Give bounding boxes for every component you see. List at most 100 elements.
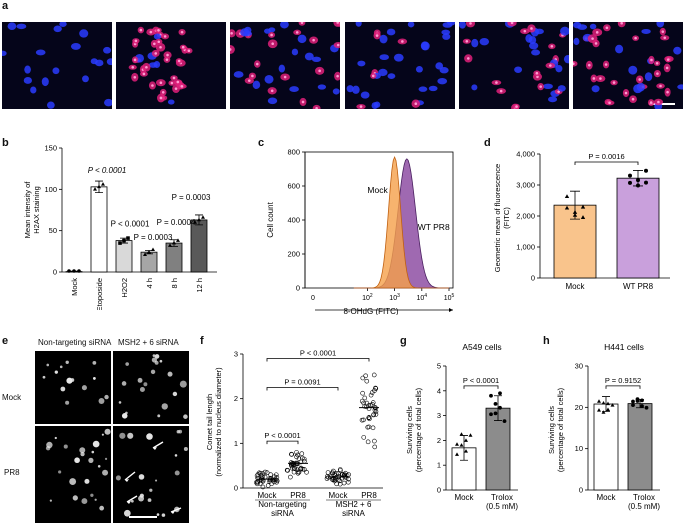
comet-col2-label: MSH2 + 6 siRNA	[118, 338, 179, 347]
p-bracket	[266, 440, 299, 445]
foci	[465, 39, 469, 43]
series-mock	[353, 156, 449, 289]
comet-nucleus	[58, 470, 62, 474]
nucleus	[24, 65, 31, 74]
nucleus	[7, 22, 17, 30]
comet-nucleus	[92, 360, 97, 365]
foci	[295, 31, 299, 34]
comet-image-nt-mock	[35, 351, 111, 424]
panel-letter-g: g	[400, 335, 407, 347]
data-point	[640, 398, 644, 403]
foci	[270, 89, 274, 93]
nucleus	[673, 46, 682, 55]
p-value: P = 0.9152	[605, 376, 641, 385]
foci	[283, 75, 287, 79]
p-value: P < 0.0001	[300, 348, 336, 357]
y-tick-label: 1	[437, 461, 441, 470]
comet-nucleus	[137, 377, 143, 383]
data-point	[364, 378, 370, 384]
nucleus	[23, 76, 32, 84]
data-point	[459, 432, 464, 436]
data-point	[289, 452, 295, 457]
foci	[539, 85, 542, 88]
nucleus	[677, 84, 683, 90]
y-axis-label: Geometric mean of fluorescence	[493, 164, 502, 272]
data-point	[580, 215, 586, 219]
comet-nucleus	[49, 499, 52, 502]
data-point	[341, 480, 347, 486]
y-tick-label: 150	[44, 144, 57, 153]
bar	[140, 251, 158, 273]
data-point	[97, 184, 101, 189]
y-tick-label: 4,000	[516, 150, 535, 159]
comet-nucleus	[98, 398, 105, 404]
y-axis-label: Comet tail length	[205, 394, 214, 450]
data-point	[498, 405, 502, 410]
chart-d: 0 1,000 2,000 3,000 4,000 Geometric mean of f…	[493, 150, 670, 291]
x-tick-label: PR8	[290, 491, 306, 500]
data-point	[367, 416, 372, 422]
nucleus	[573, 60, 578, 67]
nucleus	[636, 82, 645, 92]
y-axis-label: H2AX staining	[32, 186, 41, 234]
foci	[187, 49, 191, 53]
data-point	[468, 433, 473, 437]
data-point	[288, 460, 294, 465]
nucleus	[615, 44, 624, 54]
nucleus	[312, 104, 321, 109]
data-point	[373, 385, 378, 391]
p-value: P < 0.0001	[463, 376, 499, 385]
comet-nucleus	[65, 360, 69, 364]
p-bracket	[605, 385, 641, 389]
comet-nucleus	[104, 457, 108, 461]
nucleus	[352, 85, 360, 94]
foci	[166, 53, 169, 57]
foci	[230, 48, 232, 51]
nucleus	[514, 66, 523, 73]
foci	[161, 91, 165, 94]
comet-nucleus	[63, 444, 68, 449]
data-point	[168, 243, 172, 247]
panel-letter-e: e	[2, 335, 9, 347]
foci	[180, 85, 184, 88]
y-tick-label: 1,000	[516, 243, 535, 252]
foci	[666, 90, 669, 94]
legend-wt-pr8: WT PR8	[418, 222, 450, 232]
data-point	[360, 375, 366, 381]
nucleus	[617, 22, 626, 28]
foci	[142, 72, 146, 76]
nucleus	[264, 28, 271, 34]
nucleus	[59, 22, 67, 28]
foci	[549, 64, 552, 67]
micro-label-4h: 4 h	[394, 11, 406, 20]
y-tick-label: 2	[437, 436, 441, 445]
comet-nucleus	[84, 478, 90, 484]
bar	[593, 403, 619, 491]
nucleus	[355, 22, 362, 27]
data-point	[362, 404, 368, 409]
comet-nucleus	[121, 381, 127, 386]
foci	[608, 101, 611, 105]
data-point	[126, 236, 130, 240]
nucleus	[278, 64, 286, 73]
group-label: siRNA	[342, 509, 365, 518]
data-point	[636, 183, 640, 188]
comet-nucleus	[101, 433, 104, 436]
micrograph-mock	[2, 22, 112, 109]
foci	[631, 97, 635, 101]
comet-nucleus	[179, 380, 187, 388]
foci	[591, 37, 594, 40]
x-axis-label: 8-OHdG (FITC)	[343, 307, 398, 315]
comet-nucleus	[104, 428, 111, 435]
p-bracket	[574, 161, 639, 165]
foci	[174, 87, 178, 90]
chart-g: A549 cells 0 1 2 3 4 5 Surviving cells (percenta…	[405, 342, 518, 511]
comet-row1-label: Mock	[2, 393, 22, 402]
data-point	[564, 205, 570, 210]
data-point	[325, 470, 331, 475]
nucleus	[333, 41, 340, 49]
nucleus	[418, 86, 428, 92]
x-tick-label: H2O2	[120, 278, 129, 298]
nucleus	[407, 22, 415, 28]
y-axis-label: Mean intensity of	[23, 181, 32, 239]
